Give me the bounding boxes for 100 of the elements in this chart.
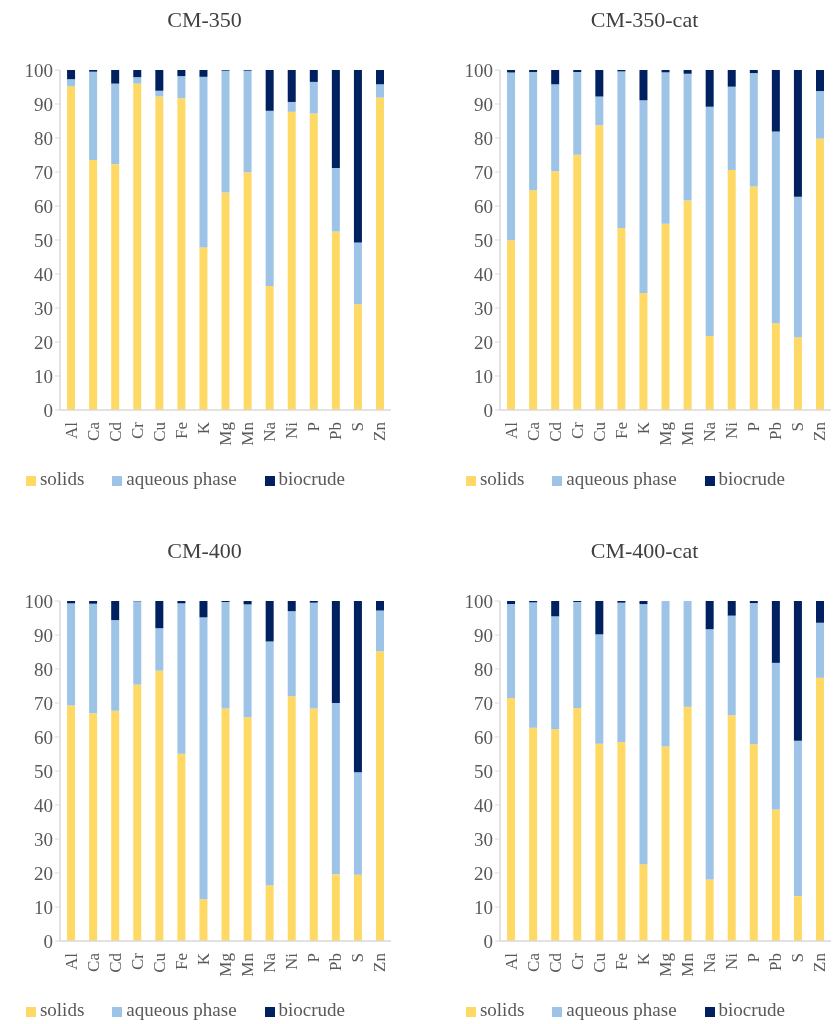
bar — [551, 84, 560, 172]
bar — [67, 70, 76, 80]
y-tick-label: 20 — [34, 862, 53, 884]
x-tick-label: S — [348, 953, 368, 963]
bar — [727, 715, 736, 941]
bar — [287, 601, 296, 612]
x-tick-label: Fe — [611, 422, 631, 439]
bar — [309, 113, 318, 410]
bar — [551, 171, 560, 410]
y-tick-label: 30 — [474, 828, 493, 850]
bar — [221, 70, 230, 193]
bar — [617, 71, 626, 229]
bar — [661, 601, 670, 747]
bar — [551, 616, 560, 730]
bar — [793, 740, 802, 897]
x-tick-label: Cd — [545, 421, 565, 442]
legend-label: solids — [479, 468, 525, 489]
bar — [89, 603, 98, 714]
y-tick-label: 50 — [34, 229, 53, 251]
bar — [793, 196, 802, 338]
bar — [243, 717, 252, 941]
bar — [111, 710, 120, 941]
bar — [155, 601, 164, 629]
bar — [353, 242, 362, 305]
bar — [705, 335, 714, 410]
bar — [727, 601, 736, 616]
bar — [133, 70, 142, 78]
bar — [331, 703, 340, 875]
bar — [287, 70, 296, 102]
bar — [221, 602, 230, 709]
bar — [155, 90, 164, 97]
y-tick-label: 0 — [483, 930, 493, 952]
bar — [705, 106, 714, 336]
x-tick-label: Cd — [545, 952, 565, 973]
bar — [111, 164, 120, 410]
x-tick-label: Na — [260, 952, 280, 973]
x-tick-label: P — [744, 422, 764, 432]
x-tick-label: Cr — [567, 421, 587, 439]
legend-label: solids — [39, 999, 85, 1020]
x-tick-label: Ca — [523, 952, 543, 972]
bar — [199, 617, 208, 900]
x-tick-label: Ni — [722, 421, 742, 439]
bar — [331, 874, 340, 941]
bar — [551, 601, 560, 617]
bar — [749, 601, 758, 604]
bar — [331, 167, 340, 232]
bar — [309, 70, 318, 82]
x-tick-label: Cd — [105, 952, 125, 973]
bar — [573, 70, 582, 73]
y-tick-label: 80 — [474, 658, 493, 680]
y-tick-label: 90 — [34, 624, 53, 646]
bar — [89, 160, 98, 410]
bar — [595, 96, 604, 126]
y-tick-label: 100 — [24, 59, 53, 81]
y-tick-label: 20 — [474, 862, 493, 884]
bar — [683, 601, 692, 707]
y-tick-label: 30 — [474, 297, 493, 319]
bar — [89, 713, 98, 941]
x-tick-label: Zn — [370, 952, 390, 972]
x-tick-label: Mn — [238, 421, 258, 446]
legend-label: solids — [479, 999, 525, 1020]
y-tick-label: 90 — [34, 93, 53, 115]
x-tick-label: Mg — [656, 421, 675, 446]
bar — [595, 601, 604, 635]
bar — [221, 192, 230, 410]
x-tick-label: Fe — [171, 953, 191, 970]
x-tick-label: Pb — [766, 953, 786, 971]
y-tick-label: 30 — [34, 828, 53, 850]
chart-title: CM-400-cat — [589, 538, 700, 565]
bar — [177, 603, 186, 754]
y-tick-label: 50 — [474, 229, 493, 251]
x-tick-label: Al — [61, 421, 81, 439]
x-tick-label: Na — [700, 421, 720, 442]
y-tick-label: 90 — [474, 93, 493, 115]
bar — [67, 705, 76, 941]
y-tick-label: 40 — [474, 794, 493, 816]
y-tick-label: 100 — [24, 590, 53, 612]
bar — [375, 97, 384, 410]
bar — [551, 729, 560, 941]
bar — [375, 601, 384, 611]
x-tick-label: K — [193, 421, 213, 435]
bar — [683, 70, 692, 74]
bar — [793, 601, 802, 741]
x-tick-label: Mg — [216, 952, 235, 977]
x-tick-label: Zn — [810, 421, 830, 441]
bar — [177, 76, 186, 99]
bar — [133, 601, 142, 685]
bar — [287, 611, 296, 697]
bar — [727, 169, 736, 410]
y-tick-label: 40 — [474, 263, 493, 285]
x-tick-label: Al — [501, 421, 521, 439]
chart-title: CM-350 — [166, 7, 243, 34]
y-tick-label: 10 — [474, 365, 493, 387]
y-tick-label: 100 — [464, 59, 493, 81]
bar — [683, 706, 692, 941]
x-tick-label: P — [304, 953, 324, 963]
x-tick-label: Cr — [127, 421, 147, 439]
bar — [639, 70, 648, 101]
bar — [133, 77, 142, 84]
bar — [67, 86, 76, 410]
